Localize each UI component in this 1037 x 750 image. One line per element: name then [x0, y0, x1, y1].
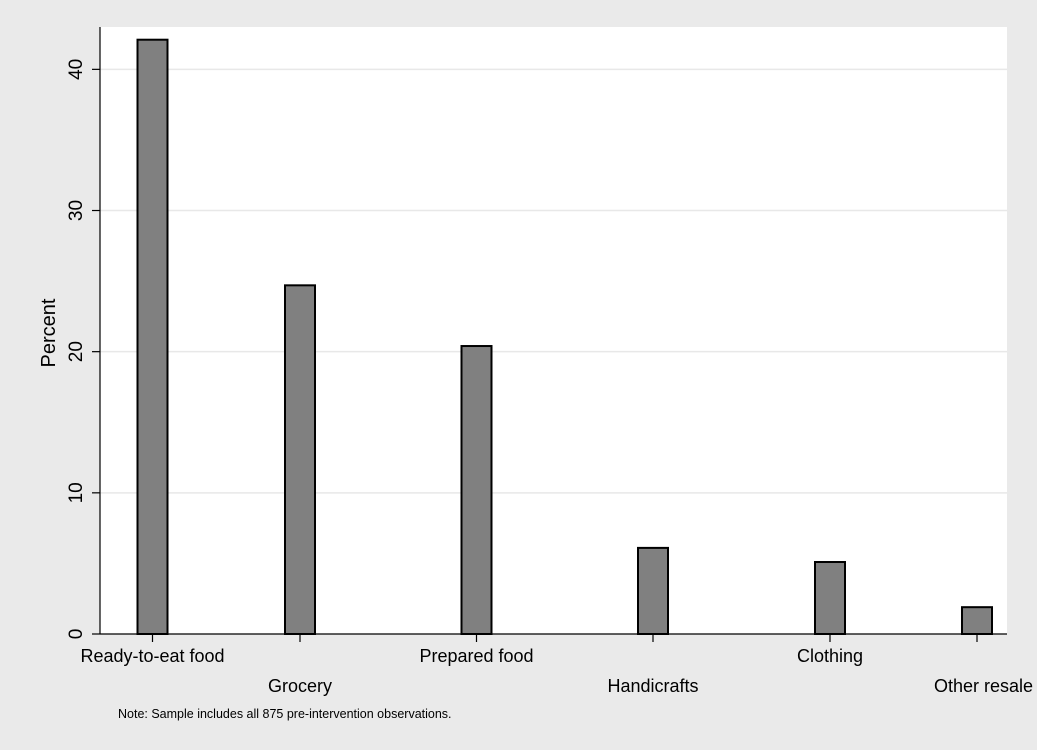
bar	[961, 606, 993, 636]
y-axis-title: Percent	[38, 298, 60, 367]
y-tick-label: 0	[66, 629, 87, 640]
x-category-label: Ready-to-eat food	[80, 646, 224, 666]
bar	[136, 38, 169, 635]
y-tick-label: 30	[66, 200, 87, 221]
y-tick-label: 10	[66, 482, 87, 503]
x-category-label: Other resale	[934, 676, 1033, 696]
y-ticks: 0 10 20 30 40	[66, 59, 100, 640]
bar	[284, 284, 316, 635]
x-category-label: Handicrafts	[607, 676, 698, 696]
x-category-label: Clothing	[797, 646, 863, 666]
x-category-label: Prepared food	[419, 646, 533, 666]
chart-note: Note: Sample includes all 875 pre-interv…	[118, 707, 452, 721]
y-tick-label: 40	[66, 59, 87, 80]
bar	[460, 345, 493, 635]
bar	[637, 546, 669, 635]
plot-area	[100, 27, 1007, 634]
bar	[814, 561, 846, 635]
y-tick-label: 20	[66, 341, 87, 362]
x-ticks: Ready-to-eat food Grocery Prepared food Han…	[80, 634, 1033, 696]
gridlines	[100, 68, 1007, 494]
x-category-label: Grocery	[268, 676, 332, 696]
